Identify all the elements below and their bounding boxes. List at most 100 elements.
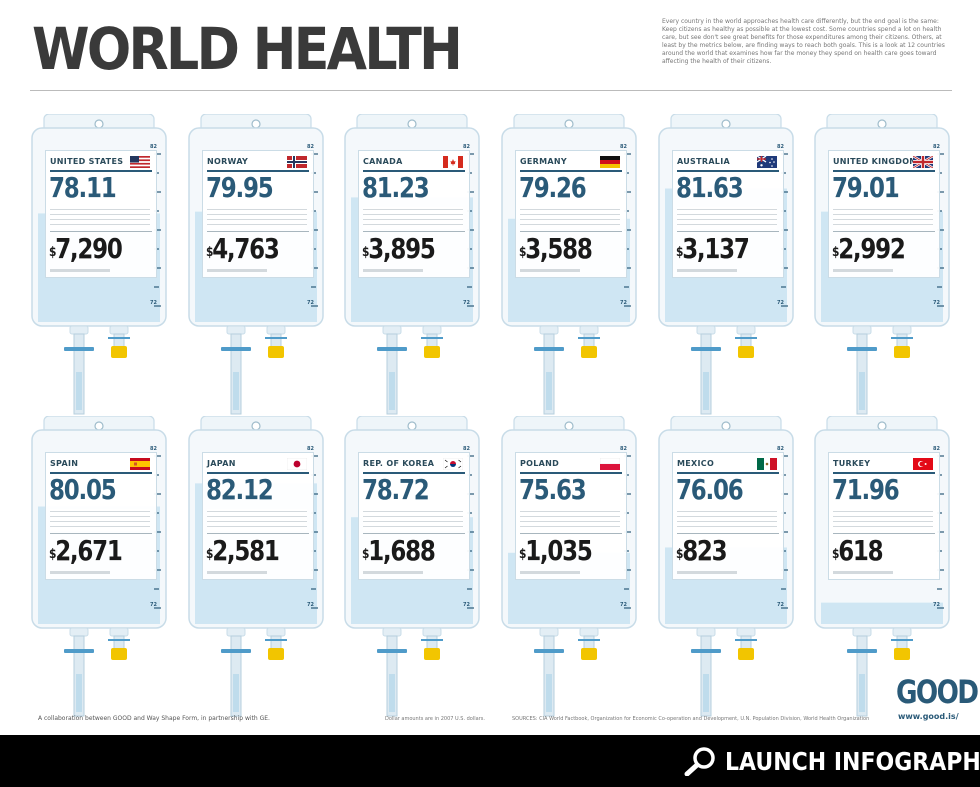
health-spending: $3,895 [362,232,436,266]
label-rule [50,170,152,172]
uk-flag-icon [913,156,933,168]
iv-bag-poland: 82 72 POLAND 75.63 $1,035 [500,416,638,728]
spending-value: 3,137 [682,232,750,265]
launch-bar: LAUNCH INFOGRAPHIC [0,735,980,787]
country-name: REP. OF KOREA [363,459,435,468]
fine-print [677,509,777,531]
fine-print [677,207,777,229]
label-rule [363,170,465,172]
dollar-sign: $ [49,547,56,562]
bag-label: SPAIN 80.05 $2,671 [45,452,157,580]
dollar-sign: $ [832,245,839,260]
launch-infographic-button[interactable]: LAUNCH INFOGRAPHIC [683,743,980,779]
iv-bag-spain: 82 72 SPAIN 80.05 $2,671 [30,416,168,728]
spending-value: 1,035 [525,534,593,567]
spending-value: 2,992 [838,232,906,265]
health-spending: $3,588 [519,232,593,266]
norway-flag-icon [287,156,307,168]
health-spending: $1,688 [362,534,436,568]
svg-text:82: 82 [777,446,784,452]
fine-print [833,269,893,272]
bag-label: MEXICO 76.06 $823 [672,452,784,580]
fine-print [207,207,307,229]
canada-flag-icon [443,156,463,168]
country-name: AUSTRALIA [677,157,730,166]
country-name: GERMANY [520,157,567,166]
label-rule [363,231,465,232]
dollar-sign: $ [49,245,56,260]
country-name: JAPAN [207,459,236,468]
life-expectancy: 79.26 [519,171,587,204]
australia-flag-icon [757,156,777,168]
label-rule [363,472,465,474]
page-title: WORLD HEALTH [32,15,463,83]
label-rule [833,231,935,232]
spending-value: 7,290 [55,232,123,265]
spending-value: 4,763 [212,232,280,265]
good-url[interactable]: www.good.is/ [898,712,959,721]
label-rule [677,170,779,172]
bag-label: UNITED STATES 78.11 $7,290 [45,150,157,278]
mexico-flag-icon [757,458,777,470]
fine-print [50,571,110,574]
svg-text:82: 82 [933,144,940,150]
label-rule [50,231,152,232]
country-name: SPAIN [50,459,79,468]
svg-text:82: 82 [463,144,470,150]
svg-text:72: 72 [150,300,157,306]
health-spending: $7,290 [49,232,123,266]
dollar-sign: $ [519,547,526,562]
svg-text:82: 82 [777,144,784,150]
health-spending: $2,671 [49,534,123,568]
fine-print [50,207,150,229]
life-expectancy: 79.01 [832,171,900,204]
bag-label: GERMANY 79.26 $3,588 [515,150,627,278]
fine-print [207,269,267,272]
spending-value: 3,895 [368,232,436,265]
collaboration-note: A collaboration between GOOD and Way Sha… [38,715,270,722]
bag-label: CANADA 81.23 $3,895 [358,150,470,278]
health-spending: $823 [676,534,728,568]
iv-bag-united-kingdom: 82 72 UNITED KINGDOM 79.01 $2,992 [813,114,951,426]
svg-text:72: 72 [307,602,314,608]
bag-label: TURKEY 71.96 $618 [828,452,940,580]
fine-print [833,509,933,531]
fine-print [833,207,933,229]
bag-label: JAPAN 82.12 $2,581 [202,452,314,580]
label-rule [520,231,622,232]
svg-text:72: 72 [777,602,784,608]
dollar-sign: $ [676,547,683,562]
fine-print [363,207,463,229]
dollar-sign: $ [519,245,526,260]
fine-print [363,269,423,272]
fine-print [207,571,267,574]
svg-text:72: 72 [307,300,314,306]
life-expectancy: 81.63 [676,171,744,204]
fine-print [520,509,620,531]
iv-bag-mexico: 82 72 MEXICO 76.06 $823 [657,416,795,728]
svg-text:82: 82 [150,144,157,150]
life-expectancy: 82.12 [206,473,274,506]
poland-flag-icon [600,458,620,470]
label-rule [520,533,622,534]
life-expectancy: 76.06 [676,473,744,506]
iv-bag-norway: 82 72 NORWAY 79.95 $4,763 [187,114,325,426]
dollar-sign: $ [362,547,369,562]
life-expectancy: 71.96 [832,473,900,506]
life-expectancy: 81.23 [362,171,430,204]
health-spending: $3,137 [676,232,750,266]
spending-value: 823 [682,534,727,567]
spending-value: 618 [838,534,883,567]
japan-flag-icon [287,458,307,470]
spending-value: 1,688 [368,534,436,567]
divider [30,90,952,91]
launch-label: LAUNCH INFOGRAPHIC [725,746,980,776]
germany-flag-icon [600,156,620,168]
label-rule [677,533,779,534]
health-spending: $2,581 [206,534,280,568]
country-name: CANADA [363,157,403,166]
dollar-sign: $ [206,547,213,562]
label-rule [520,472,622,474]
fine-print [520,269,580,272]
